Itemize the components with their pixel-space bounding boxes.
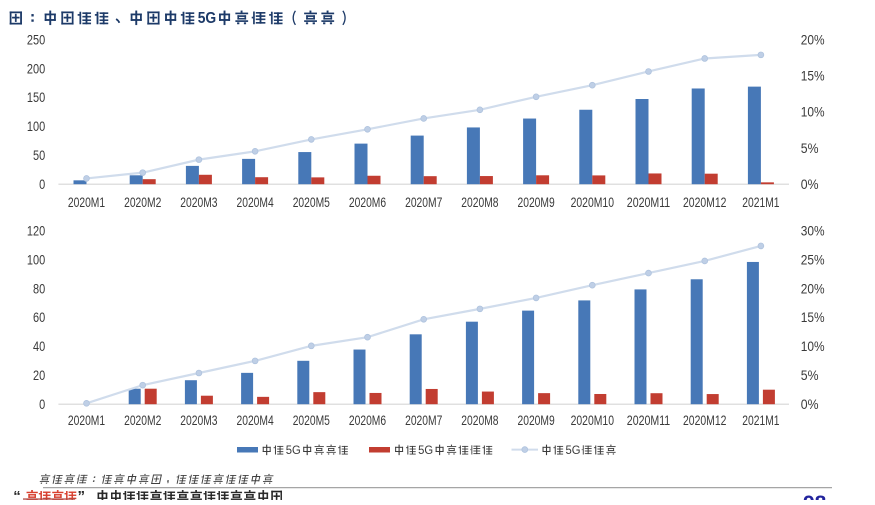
svg-text:0%: 0%: [801, 396, 819, 412]
svg-text:2020M12: 2020M12: [683, 412, 727, 428]
svg-text:2020M3: 2020M3: [180, 194, 217, 210]
svg-text:2020M3: 2020M3: [180, 412, 217, 428]
svg-text:2020M12: 2020M12: [683, 194, 727, 210]
svg-text:100: 100: [27, 118, 45, 134]
svg-text:“: “: [13, 488, 21, 500]
svg-text:2020M2: 2020M2: [124, 412, 161, 428]
svg-text:150: 150: [27, 89, 45, 105]
svg-text:2020M10: 2020M10: [571, 412, 615, 428]
svg-text:2020M11: 2020M11: [627, 412, 671, 428]
svg-text:15%: 15%: [801, 68, 825, 84]
svg-text:2020M4: 2020M4: [237, 194, 274, 210]
svg-text:98: 98: [803, 492, 827, 500]
svg-text:0%: 0%: [801, 176, 819, 192]
svg-text:2020M10: 2020M10: [571, 194, 615, 210]
svg-text:80: 80: [33, 280, 45, 296]
svg-text:5G: 5G: [198, 10, 217, 27]
svg-text:120: 120: [27, 223, 45, 239]
svg-text:2020M6: 2020M6: [349, 412, 386, 428]
svg-text:60: 60: [33, 309, 45, 325]
svg-text:2020M8: 2020M8: [461, 412, 498, 428]
svg-text:0: 0: [39, 176, 45, 192]
svg-text:2020M9: 2020M9: [518, 412, 555, 428]
svg-text:2020M9: 2020M9: [518, 194, 555, 210]
svg-text:2020M5: 2020M5: [293, 412, 330, 428]
svg-text:50: 50: [33, 147, 45, 163]
svg-text:20%: 20%: [801, 280, 825, 296]
svg-text:2020M2: 2020M2: [124, 194, 161, 210]
svg-text:25%: 25%: [801, 252, 825, 268]
svg-text:15%: 15%: [801, 309, 825, 325]
svg-text:250: 250: [27, 31, 45, 47]
svg-text:5%: 5%: [801, 140, 819, 156]
svg-text:2020M5: 2020M5: [293, 194, 330, 210]
svg-text:20: 20: [33, 367, 45, 383]
svg-text:2020M7: 2020M7: [405, 194, 442, 210]
svg-text:40: 40: [33, 338, 45, 354]
svg-text:10%: 10%: [801, 338, 825, 354]
svg-text:5G: 5G: [566, 443, 581, 457]
svg-text:2020M1: 2020M1: [68, 412, 105, 428]
svg-text:200: 200: [27, 60, 45, 76]
svg-text:2020M7: 2020M7: [405, 412, 442, 428]
svg-text:”: ”: [78, 488, 86, 500]
svg-text:30%: 30%: [801, 223, 825, 239]
svg-text:2020M11: 2020M11: [627, 194, 671, 210]
svg-text:20%: 20%: [801, 31, 825, 47]
svg-text:10%: 10%: [801, 104, 825, 120]
svg-text:100: 100: [27, 252, 45, 268]
svg-text:0: 0: [39, 396, 45, 412]
svg-text:2020M1: 2020M1: [68, 194, 105, 210]
svg-text:2020M6: 2020M6: [349, 194, 386, 210]
svg-text:5%: 5%: [801, 367, 819, 383]
svg-text:2021M1: 2021M1: [742, 412, 779, 428]
svg-text:2020M8: 2020M8: [461, 194, 498, 210]
svg-text:2021M1: 2021M1: [742, 194, 779, 210]
svg-text:2020M4: 2020M4: [237, 412, 274, 428]
svg-text:5G: 5G: [286, 443, 301, 457]
svg-text:5G: 5G: [418, 443, 433, 457]
